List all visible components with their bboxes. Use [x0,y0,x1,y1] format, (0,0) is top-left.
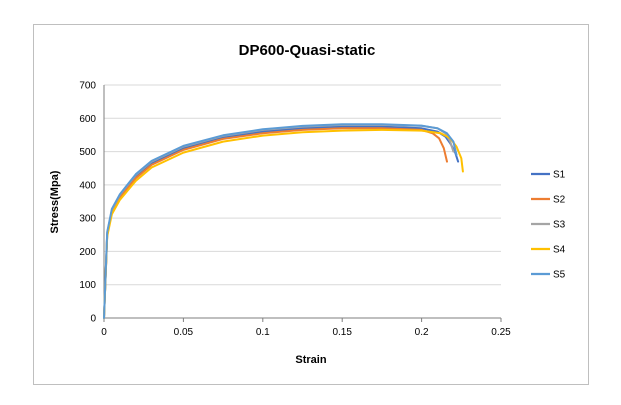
legend-label-s2: S2 [553,195,566,206]
y-tick-label: 500 [79,147,96,158]
series-line-s2 [103,127,448,319]
chart-title: DP600-Quasi-static [239,42,376,59]
legend-label-s3: S3 [553,220,566,231]
x-tick-label: 0.15 [332,327,352,338]
y-axis-ticks: 0 100 200 300 400 500 600 700 [79,81,96,325]
y-tick-label: 100 [79,280,96,291]
y-tick-label: 300 [79,214,96,225]
y-axis-title: Stress(Mpa) [49,170,61,233]
x-tick-label: 0.2 [415,327,429,338]
y-tick-label: 700 [79,81,96,92]
y-tick-label: 400 [79,180,96,191]
series-line-s1 [103,125,460,319]
legend: S1 S2 S3 S4 S5 [531,170,566,281]
legend-label-s5: S5 [553,270,566,281]
x-tick-label: 0.1 [256,327,270,338]
series-line-s5 [103,123,458,319]
series-layer [103,123,464,319]
x-tick-label: 0.25 [491,327,511,338]
y-tick-label: 0 [90,314,96,325]
axes [103,85,501,319]
legend-label-s1: S1 [553,170,566,181]
legend-label-s4: S4 [553,245,566,256]
x-axis-ticks: 0 0.05 0.1 0.15 0.2 0.25 [101,318,511,338]
gridlines [104,84,501,286]
x-tick-label: 0 [101,327,107,338]
y-tick-label: 200 [79,247,96,258]
chart-frame: DP600-Quasi-static 0 100 200 300 400 500 600 70… [33,24,589,385]
line-chart: DP600-Quasi-static 0 100 200 300 400 500 600 70… [49,42,566,366]
y-tick-label: 600 [79,114,96,125]
x-tick-label: 0.05 [174,327,194,338]
series-line-s3 [103,123,455,319]
x-axis-title: Strain [295,354,326,366]
